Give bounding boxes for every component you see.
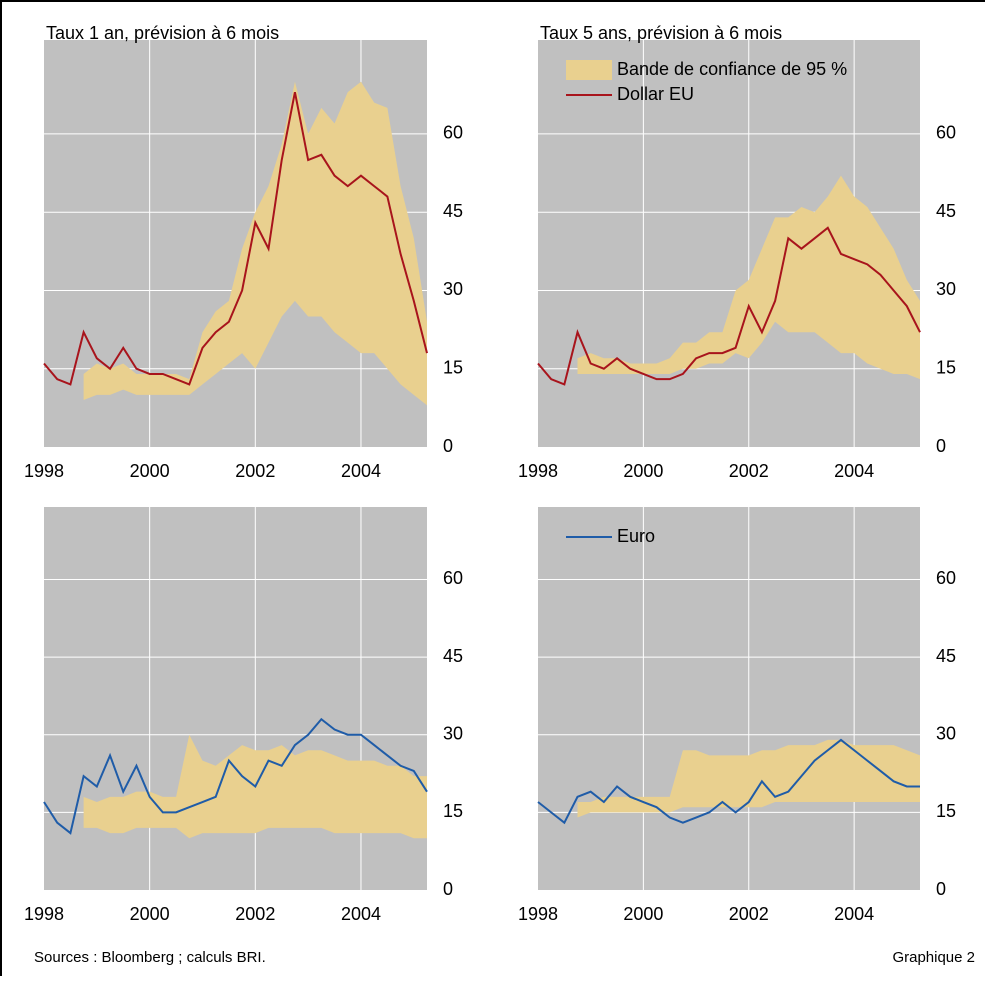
legend-label: Dollar EU — [617, 84, 694, 104]
legend-label: Bande de confiance de 95 % — [617, 59, 847, 79]
x-tick-label: 1998 — [24, 904, 64, 924]
y-tick-label: 0 — [443, 879, 453, 899]
y-tick-label: 45 — [936, 201, 956, 221]
data-line — [537, 738, 920, 825]
x-tick-label: 2002 — [235, 904, 275, 924]
y-tick-label: 15 — [443, 801, 463, 821]
data-line — [537, 226, 921, 386]
x-tick-label: 2002 — [235, 461, 275, 481]
x-tick-label: 2000 — [130, 904, 170, 924]
x-tick-label: 1998 — [518, 461, 558, 481]
data-line — [43, 717, 428, 835]
x-tick-label: 2004 — [341, 904, 381, 924]
y-tick-label: 15 — [443, 357, 463, 377]
legend-label: Euro — [617, 526, 655, 546]
x-tick-label: 2002 — [729, 461, 769, 481]
y-tick-label: 45 — [443, 646, 463, 666]
y-tick-label: 60 — [443, 123, 463, 143]
x-tick-label: 2002 — [729, 904, 769, 924]
y-tick-label: 60 — [936, 123, 956, 143]
panel-title: Taux 5 ans, prévision à 6 mois — [540, 23, 782, 43]
y-tick-label: 45 — [443, 201, 463, 221]
y-tick-label: 0 — [443, 436, 453, 456]
chart-number: Graphique 2 — [892, 949, 975, 966]
y-tick-label: 30 — [936, 723, 956, 743]
x-tick-label: 1998 — [24, 461, 64, 481]
x-tick-label: 2000 — [130, 461, 170, 481]
y-tick-label: 45 — [936, 646, 956, 666]
y-tick-label: 15 — [936, 801, 956, 821]
x-tick-label: 2004 — [834, 461, 874, 481]
panel-title: Taux 1 an, prévision à 6 mois — [46, 23, 279, 43]
data-line — [43, 91, 428, 386]
confidence-band — [577, 739, 920, 818]
x-tick-label: 2000 — [623, 461, 663, 481]
y-tick-label: 0 — [936, 436, 946, 456]
confidence-band — [577, 175, 920, 380]
x-tick-label: 2000 — [623, 904, 663, 924]
x-tick-label: 2004 — [834, 904, 874, 924]
source-note: Sources : Bloomberg ; calculs BRI. — [34, 949, 266, 966]
y-tick-label: 0 — [936, 879, 946, 899]
y-tick-label: 30 — [443, 723, 463, 743]
confidence-band — [83, 81, 427, 406]
y-tick-label: 30 — [936, 279, 956, 299]
y-tick-label: 60 — [443, 568, 463, 588]
x-tick-label: 1998 — [518, 904, 558, 924]
plot-area — [538, 507, 920, 890]
y-tick-label: 60 — [936, 568, 956, 588]
x-tick-label: 2004 — [341, 461, 381, 481]
y-tick-label: 30 — [443, 279, 463, 299]
legend-swatch — [566, 60, 612, 80]
y-tick-label: 15 — [936, 357, 956, 377]
